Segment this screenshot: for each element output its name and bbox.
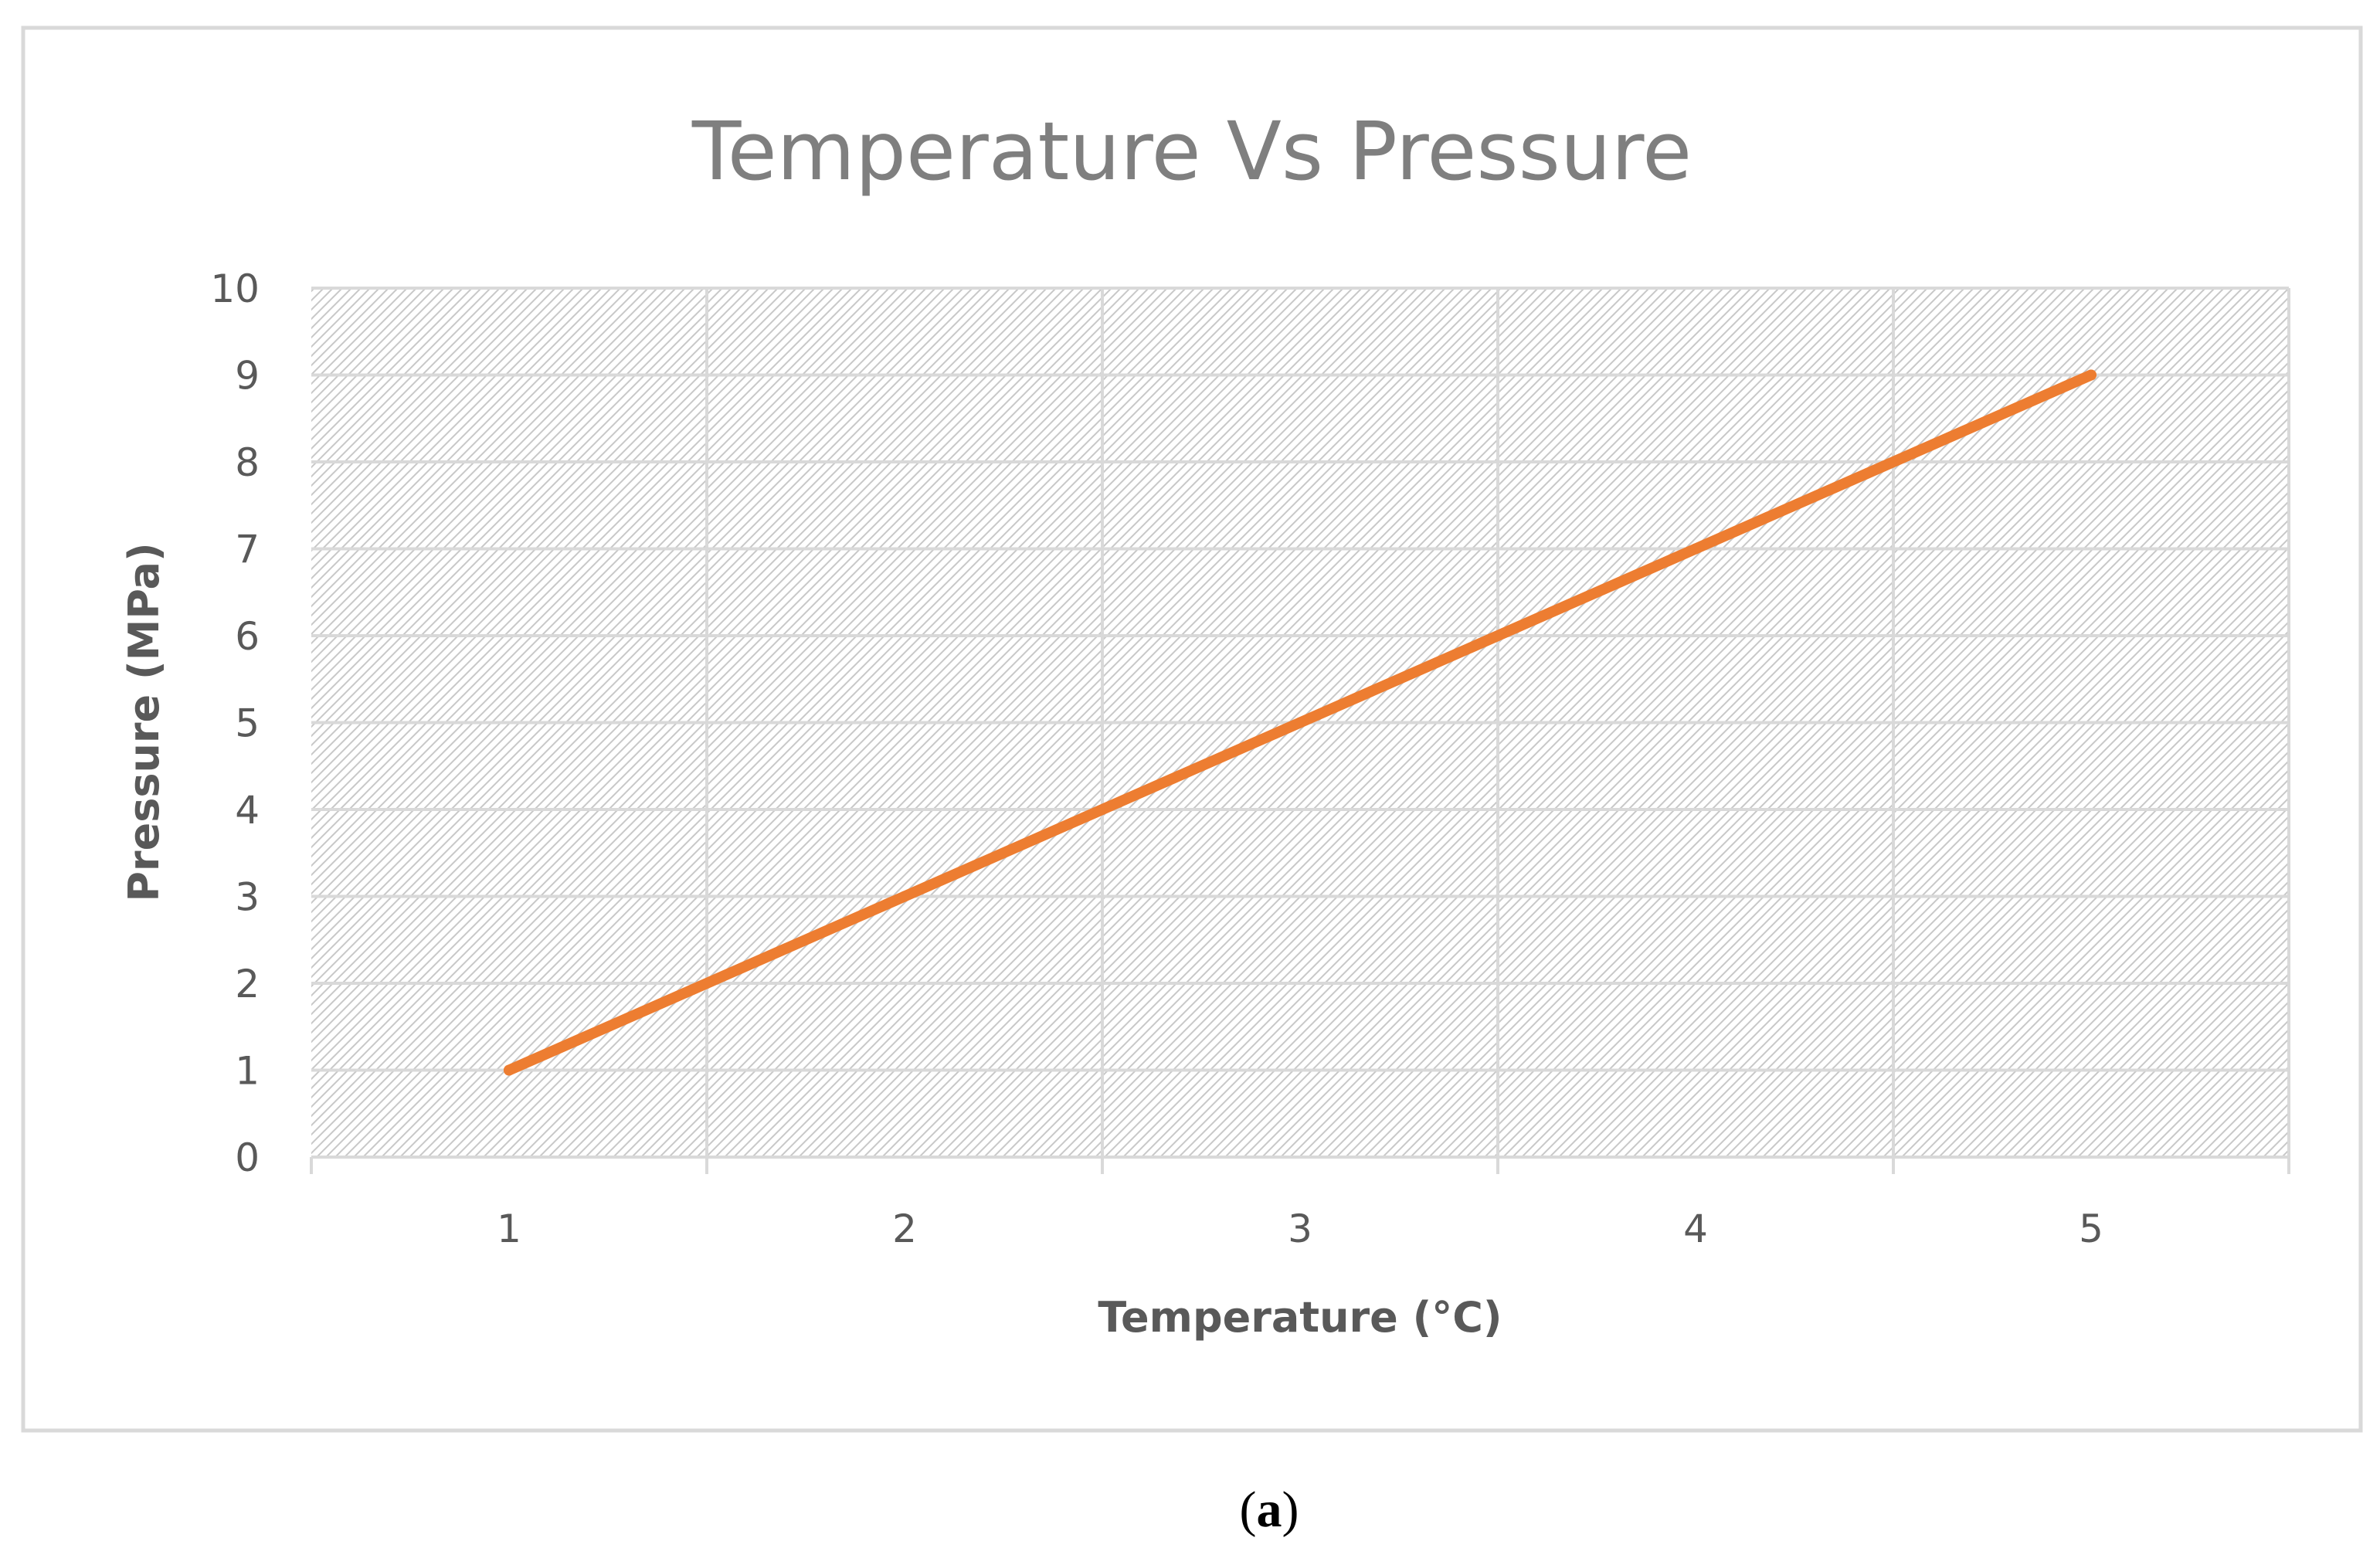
data-point <box>1295 717 1305 728</box>
y-tick-label: 7 <box>235 528 260 572</box>
gridlines <box>311 287 2290 1157</box>
figure-caption: (a) <box>1240 1481 1299 1538</box>
x-tick-label: 4 <box>1683 1207 1708 1251</box>
chart-title: Temperature Vs Pressure <box>691 104 1692 199</box>
y-tick-label: 4 <box>235 788 260 833</box>
caption-letter: a <box>1257 1481 1282 1538</box>
x-tick-label: 3 <box>1288 1207 1312 1251</box>
y-tick-label: 3 <box>235 875 260 920</box>
y-tick-label: 5 <box>235 701 260 746</box>
y-tick-label: 1 <box>235 1049 260 1094</box>
y-tick-label: 0 <box>235 1135 260 1180</box>
axes <box>310 1156 2290 1174</box>
caption-close: ) <box>1282 1481 1299 1538</box>
x-tick-label: 2 <box>892 1207 917 1251</box>
data-point <box>504 1064 514 1076</box>
y-tick-label: 10 <box>210 266 260 311</box>
y-tick-label: 6 <box>235 614 260 659</box>
y-tick-label: 8 <box>235 440 260 485</box>
x-tick-label: 1 <box>497 1207 521 1251</box>
y-tick-label: 9 <box>235 354 260 399</box>
data-series <box>504 369 2097 1076</box>
x-axis-title: Temperature (°C) <box>1098 1293 1502 1342</box>
data-point <box>899 891 910 902</box>
caption-open: ( <box>1240 1481 1257 1538</box>
y-axis-title: Pressure (MPa) <box>120 542 168 901</box>
data-point <box>2086 369 2097 381</box>
x-tick-labels: 1 2 3 4 5 <box>497 1207 2103 1251</box>
data-point <box>1690 543 1701 555</box>
y-tick-label: 2 <box>235 962 260 1006</box>
x-tick-label: 5 <box>2079 1207 2103 1251</box>
y-tick-labels: 0 1 2 3 4 5 6 7 8 9 10 <box>210 266 260 1180</box>
